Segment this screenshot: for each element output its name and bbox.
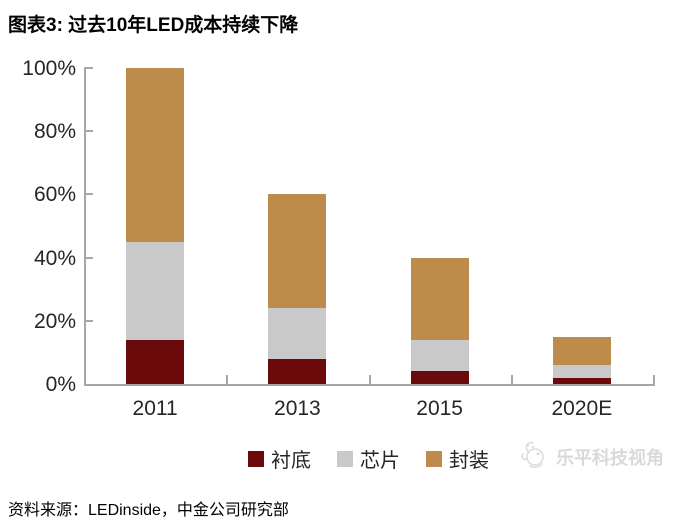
bar-segment-封装-2011 — [126, 68, 185, 242]
x-axis-category-label: 2013 — [274, 397, 321, 420]
y-axis-tick-label: 80% — [33, 120, 76, 144]
y-axis-tick-label: 0% — [45, 373, 76, 396]
legend-swatch-icon — [337, 450, 353, 467]
chart-title: 图表3: 过去10年LED成本持续下降 — [8, 15, 299, 36]
legend-swatch-icon — [426, 450, 442, 467]
watermark-text: 乐平科技视角 — [556, 447, 664, 468]
legend-label: 封装 — [449, 450, 489, 472]
bar-segment-衬底-2020E — [552, 377, 611, 384]
bar-segment-衬底-2015 — [410, 371, 469, 384]
legend-label: 衬底 — [271, 450, 311, 472]
y-axis-line — [84, 68, 86, 386]
y-axis-tick-label: 100% — [22, 57, 76, 80]
legend-item-衬底: 衬底 — [248, 444, 311, 473]
y-axis-tick-mark — [84, 130, 93, 133]
x-axis-category-label: 2011 — [132, 397, 178, 420]
y-axis-tick-label: 20% — [33, 309, 76, 333]
x-axis-category-label: 2015 — [416, 397, 463, 420]
legend-item-封装: 封装 — [426, 444, 489, 473]
x-axis-tick-mark — [510, 375, 513, 384]
source-note: 资料来源：LEDinside，中金公司研究部 — [8, 502, 289, 519]
x-axis-category-label: 2020E — [551, 397, 613, 420]
x-axis-tick-mark — [368, 375, 371, 384]
y-axis-tick-label: 60% — [33, 183, 76, 207]
y-axis-tick-mark — [84, 67, 93, 69]
bar-segment-芯片-2013 — [268, 308, 327, 359]
watermark: 乐平科技视角 — [516, 438, 664, 475]
bar-segment-衬底-2011 — [126, 339, 185, 384]
chart-legend: 衬底 芯片 封装 — [84, 444, 653, 473]
legend-label: 芯片 — [360, 450, 400, 472]
bar-segment-芯片-2020E — [552, 365, 611, 378]
bar-segment-芯片-2015 — [410, 339, 469, 372]
bar-segment-封装-2015 — [410, 257, 469, 340]
bird-sketch-icon — [516, 438, 550, 475]
bar-segment-衬底-2013 — [268, 358, 327, 384]
bar-segment-封装-2013 — [268, 194, 327, 309]
y-axis-tick-mark — [84, 256, 93, 259]
x-axis-line — [84, 384, 655, 386]
y-axis-tick-label: 40% — [33, 246, 76, 270]
x-axis-tick-mark — [226, 375, 229, 384]
y-axis-tick-mark — [84, 319, 93, 322]
bar-segment-封装-2020E — [552, 336, 611, 366]
legend-item-芯片: 芯片 — [337, 444, 400, 473]
x-axis-tick-mark — [653, 375, 655, 384]
y-axis-tick-mark — [84, 193, 93, 196]
legend-swatch-icon — [248, 450, 264, 467]
bar-segment-芯片-2011 — [126, 241, 185, 340]
